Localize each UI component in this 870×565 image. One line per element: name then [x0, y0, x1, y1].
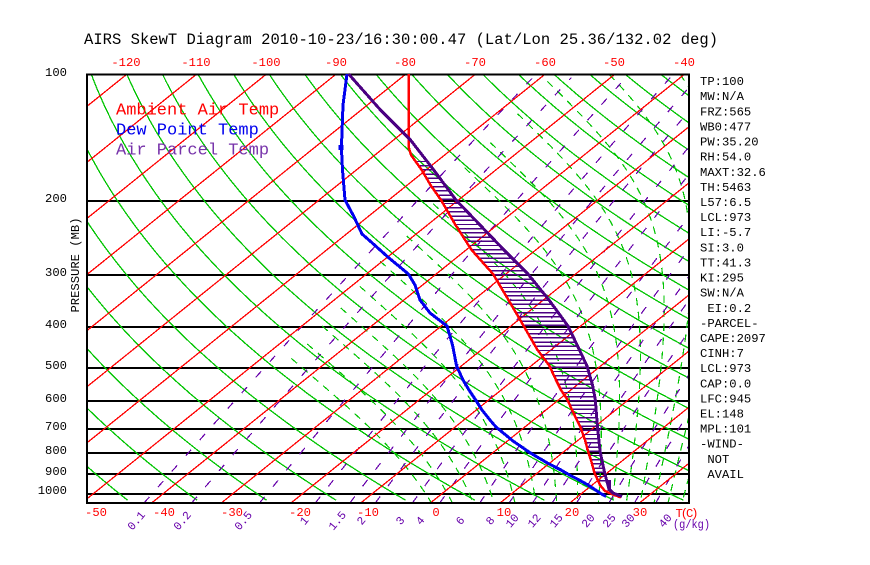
- svg-text:MAXT:32.6: MAXT:32.6: [700, 166, 766, 180]
- svg-text:FRZ:565: FRZ:565: [700, 105, 751, 119]
- svg-text:20: 20: [565, 506, 580, 520]
- svg-text:-80: -80: [394, 56, 416, 70]
- svg-text:-120: -120: [111, 56, 140, 70]
- svg-text:-60: -60: [534, 56, 556, 70]
- svg-text:0: 0: [432, 506, 439, 520]
- svg-text:T(C): T(C): [676, 507, 699, 521]
- svg-text:EL:148: EL:148: [700, 408, 744, 422]
- svg-text:-100: -100: [251, 56, 280, 70]
- svg-text:LCL:973: LCL:973: [700, 211, 751, 225]
- svg-text:PW:35.20: PW:35.20: [700, 136, 759, 150]
- svg-text:30: 30: [633, 506, 648, 520]
- svg-text:-50: -50: [85, 506, 107, 520]
- svg-text:-110: -110: [181, 56, 210, 70]
- svg-text:AIRS SkewT Diagram 2010-10-23/: AIRS SkewT Diagram 2010-10-23/16:30:00.4…: [84, 31, 718, 49]
- svg-text:SI:3.0: SI:3.0: [700, 241, 744, 255]
- svg-text:TH:5463: TH:5463: [700, 181, 751, 195]
- svg-text:-WIND-: -WIND-: [700, 438, 744, 452]
- svg-text:WB0:477: WB0:477: [700, 120, 751, 134]
- svg-text:-40: -40: [153, 506, 175, 520]
- svg-text:-70: -70: [464, 56, 486, 70]
- svg-text:800: 800: [45, 444, 67, 458]
- svg-text:400: 400: [45, 318, 67, 332]
- svg-text:200: 200: [45, 192, 67, 206]
- svg-text:L57:6.5: L57:6.5: [700, 196, 751, 210]
- svg-text:-30: -30: [221, 506, 243, 520]
- svg-text:-10: -10: [357, 506, 379, 520]
- svg-text:100: 100: [45, 66, 67, 80]
- svg-text:CAP:0.0: CAP:0.0: [700, 377, 751, 391]
- svg-text:700: 700: [45, 420, 67, 434]
- svg-text:MW:N/A: MW:N/A: [700, 90, 745, 104]
- svg-text:900: 900: [45, 465, 67, 479]
- svg-text:10: 10: [497, 506, 512, 520]
- svg-text:LCL:973: LCL:973: [700, 362, 751, 376]
- svg-text:MPL:101: MPL:101: [700, 423, 751, 437]
- svg-text:-40: -40: [673, 56, 695, 70]
- svg-text:KI:295: KI:295: [700, 272, 744, 286]
- svg-text:NOT: NOT: [700, 453, 729, 467]
- svg-text:-90: -90: [325, 56, 347, 70]
- svg-text:EI:0.2: EI:0.2: [700, 302, 751, 316]
- svg-text:LI:-5.7: LI:-5.7: [700, 226, 751, 240]
- svg-text:PRESSURE (MB): PRESSURE (MB): [69, 217, 83, 312]
- svg-text:1000: 1000: [38, 484, 67, 498]
- svg-text:(g/kg): (g/kg): [673, 518, 710, 532]
- svg-text:Air Parcel Temp: Air Parcel Temp: [116, 142, 269, 161]
- svg-text:CINH:7: CINH:7: [700, 347, 744, 361]
- svg-text:-PARCEL-: -PARCEL-: [700, 317, 759, 331]
- svg-text:TT:41.3: TT:41.3: [700, 256, 751, 270]
- svg-text:Dew Point Temp: Dew Point Temp: [116, 122, 259, 141]
- svg-text:AVAIL: AVAIL: [700, 468, 744, 482]
- svg-text:CAPE:2097: CAPE:2097: [700, 332, 766, 346]
- svg-text:RH:54.0: RH:54.0: [700, 151, 751, 165]
- svg-text:300: 300: [45, 266, 67, 280]
- svg-text:TP:100: TP:100: [700, 75, 744, 89]
- svg-text:-50: -50: [603, 56, 625, 70]
- svg-text:SW:N/A: SW:N/A: [700, 287, 745, 301]
- svg-text:600: 600: [45, 392, 67, 406]
- svg-text:-20: -20: [289, 506, 311, 520]
- svg-text:LFC:945: LFC:945: [700, 392, 751, 406]
- svg-text:500: 500: [45, 359, 67, 373]
- svg-text:Ambient Air Temp: Ambient Air Temp: [116, 102, 279, 121]
